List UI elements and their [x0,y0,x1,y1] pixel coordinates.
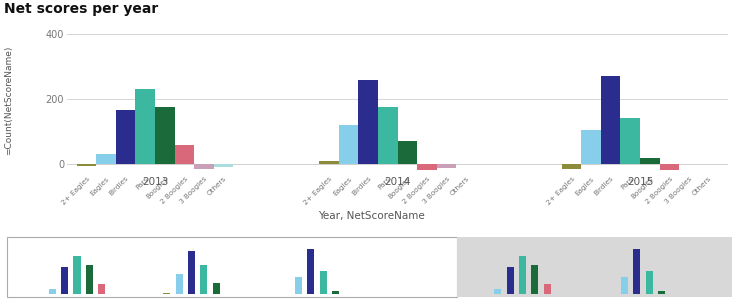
Bar [319,271,327,294]
Bar [398,141,417,164]
Text: 2015: 2015 [627,177,653,187]
Bar [135,89,155,164]
Bar [97,154,116,164]
Bar [621,277,628,294]
Bar [358,80,378,164]
Bar [77,164,97,166]
Bar [200,265,207,294]
Bar [116,110,135,164]
Bar [7,237,456,297]
Bar [212,283,220,294]
Bar [319,161,339,164]
Text: Year, NetScoreName: Year, NetScoreName [318,212,425,221]
Bar [456,237,732,297]
Bar [155,107,175,164]
Bar [544,284,551,294]
Bar [98,284,106,294]
Bar [85,265,93,294]
Bar [214,164,233,167]
Text: 2014: 2014 [384,177,411,187]
Bar [308,249,314,294]
Bar [658,291,665,294]
Bar [194,164,214,169]
Bar [507,267,513,294]
Bar [660,164,679,170]
Bar [519,256,526,294]
Bar [339,125,358,164]
Bar [417,164,437,170]
Text: Net scores per year: Net scores per year [4,2,158,16]
Bar [437,164,456,168]
Bar [175,274,183,294]
Bar [188,251,195,294]
Bar [646,271,653,294]
Text: =Count(NetScoreName): =Count(NetScoreName) [4,46,13,155]
Bar [175,145,194,164]
Bar [49,289,56,294]
Bar [640,158,660,164]
Bar [581,130,601,164]
Bar [620,118,640,164]
Bar [295,277,302,294]
Bar [562,164,581,169]
Bar [634,249,640,294]
Bar [74,256,80,294]
Bar [601,76,620,164]
Bar [332,291,339,294]
Bar [378,107,398,164]
Bar [163,293,170,294]
Bar [494,289,502,294]
Bar [531,265,539,294]
Bar [61,267,68,294]
Text: 2013: 2013 [142,177,168,187]
